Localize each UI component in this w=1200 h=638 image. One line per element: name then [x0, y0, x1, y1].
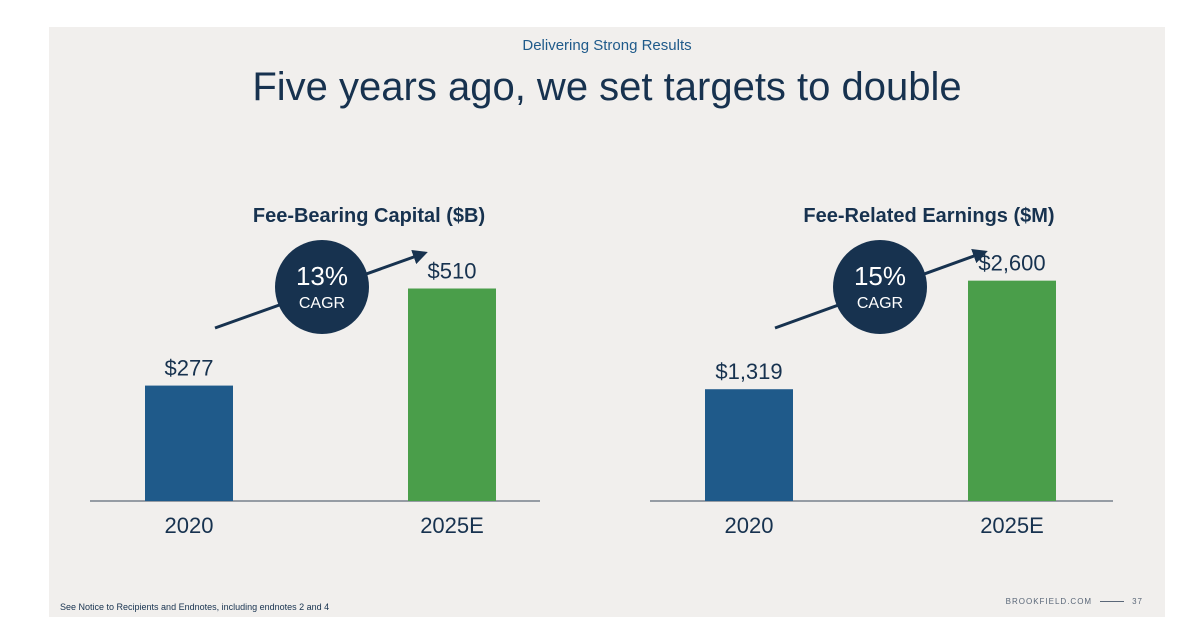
footer-page-info: BROOKFIELD.COM 37 — [1006, 597, 1143, 606]
chart-0-category-label-2020: 2020 — [165, 513, 214, 538]
chart-1-cagr-value: 15% — [854, 261, 906, 291]
page-number: 37 — [1132, 597, 1143, 606]
chart-0-value-label-2020: $277 — [165, 356, 214, 381]
chart-0-bar-2025e — [408, 288, 496, 501]
chart-1-bar-2025e — [968, 280, 1056, 501]
slide-title: Five years ago, we set targets to double — [252, 65, 962, 109]
chart-1-category-label-2025e: 2025E — [980, 513, 1044, 538]
chart-1-cagr-label: CAGR — [857, 295, 903, 312]
slide-kicker: Delivering Strong Results — [522, 37, 692, 54]
chart-1-category-label-2020: 2020 — [725, 513, 774, 538]
chart-0-category-label-2025e: 2025E — [420, 513, 484, 538]
chart-0-bar-2020 — [145, 385, 233, 501]
footer-rule — [1100, 601, 1125, 602]
chart-1-bar-2020 — [705, 389, 793, 501]
footer-site: BROOKFIELD.COM — [1005, 597, 1093, 606]
chart-title-fee-bearing-capital: Fee-Bearing Capital ($B) — [252, 205, 486, 227]
chart-0-cagr-value: 13% — [296, 261, 348, 291]
chart-1-cagr-badge — [833, 240, 927, 334]
chart-title-fee-related-earnings: Fee-Related Earnings ($M) — [803, 205, 1055, 227]
chart-0-cagr-label: CAGR — [299, 295, 345, 312]
chart-1-value-label-2025e: $2,600 — [978, 251, 1045, 276]
chart-0-value-label-2025e: $510 — [428, 259, 477, 284]
chart-0-cagr-badge — [275, 240, 369, 334]
footnote: See Notice to Recipients and Endnotes, i… — [60, 602, 330, 612]
chart-1-value-label-2020: $1,319 — [715, 359, 782, 384]
